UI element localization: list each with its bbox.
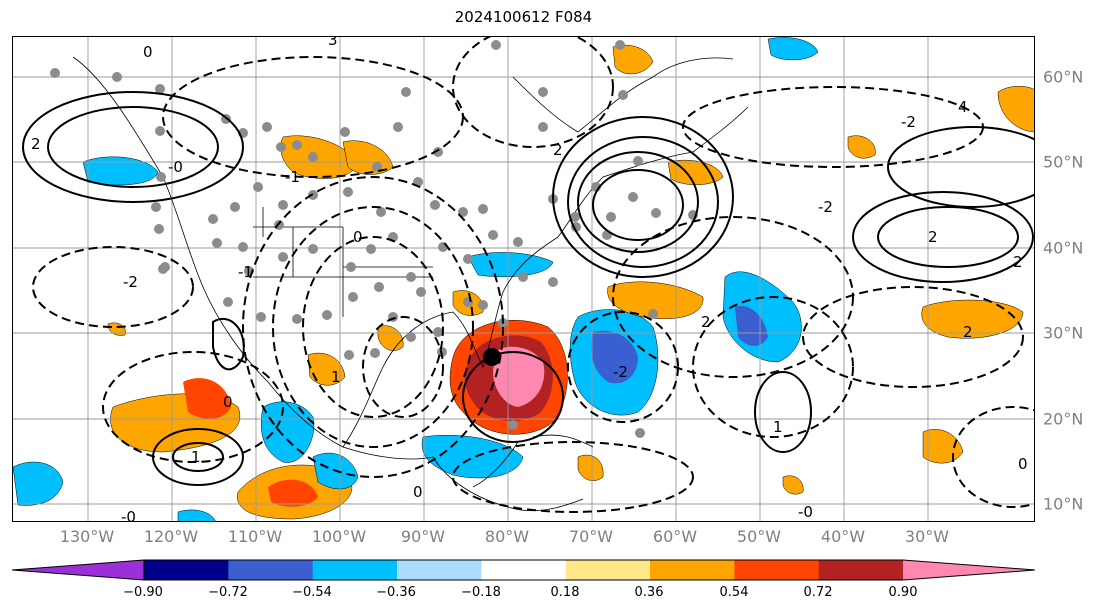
shade-neg-36-greenland bbox=[767, 37, 819, 61]
contour-label: 0 bbox=[413, 483, 423, 501]
shade-pos-54-pacific bbox=[183, 378, 231, 419]
lon-label: 90°W bbox=[400, 527, 446, 546]
station-markers bbox=[50, 40, 698, 438]
lon-label: 40°W bbox=[820, 527, 866, 546]
colorbar-tick: −0.18 bbox=[461, 585, 501, 600]
contour-label: 2 bbox=[31, 135, 41, 153]
contour-label: 2 bbox=[553, 141, 563, 159]
shade-pos-36-labrador bbox=[612, 44, 654, 75]
contour-label: 2 bbox=[701, 313, 711, 331]
contour-label: 3 bbox=[328, 37, 338, 49]
contour-label: -0 bbox=[798, 503, 813, 521]
colorbar-tick: −0.90 bbox=[123, 585, 163, 600]
colorbar-tick: −0.36 bbox=[376, 585, 416, 600]
shade-negative-36-b bbox=[722, 271, 802, 363]
lat-label: 50°N bbox=[1043, 152, 1084, 172]
shade-negative-54 bbox=[591, 330, 638, 384]
graticule bbox=[13, 37, 1034, 521]
lat-label: 60°N bbox=[1043, 67, 1084, 87]
colorbar bbox=[11, 559, 1036, 581]
colorbar-segment bbox=[903, 560, 1035, 580]
contour-label: 4 bbox=[958, 98, 968, 116]
shade-pos-36-tropical-b bbox=[782, 475, 804, 495]
colorbar-tick: −0.54 bbox=[292, 585, 332, 600]
lat-label: 10°N bbox=[1043, 494, 1084, 514]
contour-label: -1 bbox=[238, 263, 253, 281]
lon-label: 130°W bbox=[59, 527, 115, 546]
shade-neg-36-mexico bbox=[260, 401, 315, 463]
shade-neg-36-bottom bbox=[177, 509, 216, 521]
colorbar-segment bbox=[565, 560, 651, 580]
shade-pos-36-gulf-b bbox=[377, 325, 404, 351]
contour-label: 1 bbox=[331, 368, 341, 386]
contour-label: -2 bbox=[123, 273, 138, 291]
lat-label: 30°N bbox=[1043, 323, 1084, 343]
lon-label: 80°W bbox=[484, 527, 530, 546]
contour-label: 2 bbox=[1013, 253, 1023, 271]
shade-pos-36-east bbox=[921, 299, 1024, 339]
colorbar-outline bbox=[11, 559, 1036, 581]
contour-label: 2 bbox=[928, 228, 938, 246]
contour-label: 0 bbox=[353, 228, 363, 246]
contour-label: 0 bbox=[223, 393, 233, 411]
colorbar-segment bbox=[734, 560, 820, 580]
colorbar-segment bbox=[312, 560, 398, 580]
shade-pos-36-newfoundland bbox=[667, 159, 724, 185]
colorbar-segment bbox=[12, 560, 144, 580]
colorbar-tick: 0.36 bbox=[634, 585, 664, 600]
shade-pos-36-small bbox=[847, 135, 876, 159]
shade-pos-36-tropical bbox=[577, 454, 604, 481]
solid-contours bbox=[22, 91, 1034, 486]
colorbar-tick: 0.90 bbox=[888, 585, 918, 600]
colorbar-tick: −0.72 bbox=[208, 585, 248, 600]
colorbar-segment bbox=[818, 560, 904, 580]
colorbar-tick: 0.18 bbox=[550, 585, 580, 600]
colorbar-segment bbox=[397, 560, 482, 580]
lon-label: 60°W bbox=[652, 527, 698, 546]
contour-label: -1 bbox=[285, 168, 300, 186]
shade-positive-90 bbox=[493, 346, 545, 407]
lon-label: 70°W bbox=[568, 527, 614, 546]
lon-label: 120°W bbox=[143, 527, 199, 546]
shade-neg-36-west bbox=[13, 461, 64, 506]
lon-label: 110°W bbox=[227, 527, 283, 546]
shade-pos-54-south bbox=[268, 479, 318, 507]
lon-label: 50°W bbox=[736, 527, 782, 546]
contour-label: -2 bbox=[613, 363, 628, 381]
contour-label: -0 bbox=[168, 158, 183, 176]
map-panel: 0 2 3 4 -0 -2 2 0 1 -1 -2 2 2 0 2 -2 1 0… bbox=[12, 36, 1035, 522]
shade-pos-36-atlantic bbox=[607, 281, 704, 320]
map-title: 2024100612 F084 bbox=[454, 8, 593, 26]
colorbar-segment bbox=[481, 560, 567, 580]
contour-label: -2 bbox=[818, 198, 833, 216]
colorbar-segment bbox=[650, 560, 735, 580]
shade-neg-36-northwest bbox=[82, 156, 159, 186]
contour-label: 0 bbox=[143, 43, 153, 61]
shade-pos-36-tiny bbox=[107, 322, 126, 336]
lat-label: 20°N bbox=[1043, 409, 1084, 429]
shade-pos-36-midatlantic bbox=[922, 429, 964, 464]
contour-label: 2 bbox=[963, 323, 973, 341]
colorbar-segment bbox=[228, 560, 314, 580]
colorbar-tick: 0.54 bbox=[719, 585, 749, 600]
contour-label: -2 bbox=[901, 113, 916, 131]
contour-label: 0 bbox=[1018, 455, 1028, 473]
lon-label: 30°W bbox=[904, 527, 950, 546]
contour-label: -0 bbox=[121, 508, 136, 522]
contour-labels: 0 2 3 4 -0 -2 2 0 1 -1 -2 2 2 0 2 -2 1 0… bbox=[31, 37, 1028, 522]
dashed-contours bbox=[32, 37, 1034, 513]
storm-center-marker bbox=[483, 348, 501, 366]
colorbar-segment bbox=[144, 560, 229, 580]
contour-label: 1 bbox=[773, 418, 783, 436]
shade-neg-36-atlantic-coast bbox=[467, 252, 554, 278]
colorbar-tick: 0.72 bbox=[803, 585, 833, 600]
lat-label: 40°N bbox=[1043, 238, 1084, 258]
contour-label: 1 bbox=[191, 448, 201, 466]
map-canvas: 0 2 3 4 -0 -2 2 0 1 -1 -2 2 2 0 2 -2 1 0… bbox=[13, 37, 1034, 522]
lon-label: 100°W bbox=[311, 527, 367, 546]
shade-pos-36-gulf bbox=[307, 352, 346, 386]
colorbar-segments bbox=[12, 560, 1035, 580]
shade-pos-36-northeast bbox=[997, 86, 1034, 133]
